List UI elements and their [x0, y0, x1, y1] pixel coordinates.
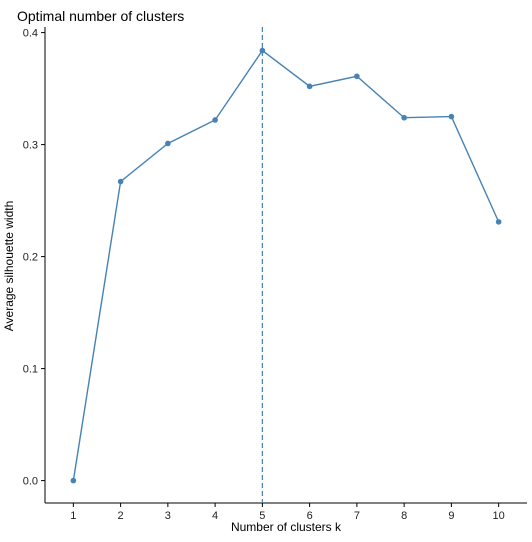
x-tick-label: 10 [493, 510, 505, 522]
y-axis-label: Average silhouette width [2, 201, 16, 332]
ticks-layer: 0.0 0.1 0.2 0.3 0.4 1 2 3 4 5 6 7 8 9 10 [23, 28, 505, 522]
data-point-k4 [212, 117, 218, 123]
y-tick-label: 0.1 [23, 364, 38, 376]
data-point-k6 [306, 83, 313, 90]
x-tick-label: 8 [401, 510, 407, 522]
y-tick-label: 0.2 [23, 252, 38, 264]
x-tick-label: 2 [118, 510, 124, 522]
data-point-k3 [165, 140, 171, 147]
series-layer [70, 47, 502, 484]
y-tick-label: 0.4 [23, 28, 38, 40]
x-tick-label: 9 [448, 510, 454, 522]
data-point-k7 [354, 73, 360, 80]
x-tick-label: 5 [259, 510, 265, 522]
data-point-k9 [448, 113, 455, 120]
data-point-k8 [401, 114, 407, 121]
x-tick-label: 3 [165, 510, 171, 522]
x-axis-label: Number of clusters k [231, 520, 342, 534]
data-point-k2 [117, 178, 124, 185]
x-tick-label: 1 [70, 510, 76, 522]
x-tick-label: 4 [212, 510, 218, 522]
data-point-k10 [495, 219, 502, 225]
silhouette-line [72, 49, 500, 481]
y-tick-label: 0.3 [23, 140, 38, 152]
x-tick-label: 7 [354, 510, 360, 522]
chart-title: Optimal number of clusters [17, 8, 184, 24]
data-point-k5 [259, 47, 266, 54]
data-point-k1 [70, 477, 77, 484]
y-tick-label: 0.0 [23, 476, 38, 488]
x-tick-label: 6 [307, 510, 313, 522]
